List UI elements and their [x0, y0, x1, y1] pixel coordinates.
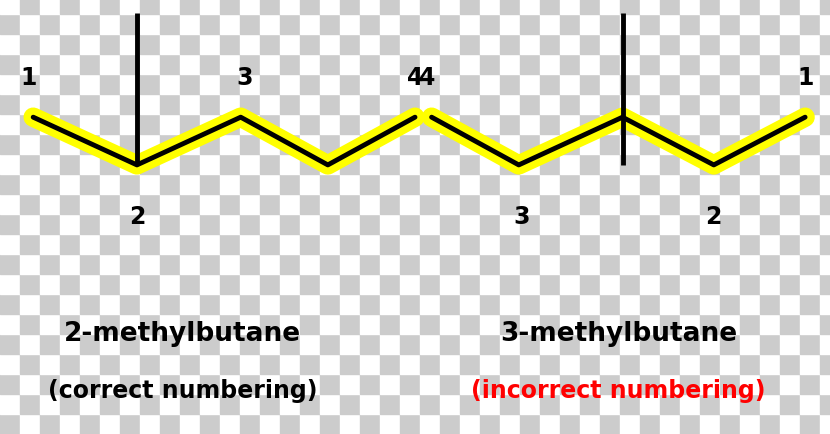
Text: 4: 4: [407, 66, 423, 90]
Text: (correct numbering): (correct numbering): [48, 378, 317, 403]
Text: 3-methylbutane: 3-methylbutane: [500, 321, 737, 347]
Text: 3: 3: [237, 66, 253, 90]
Text: 2: 2: [129, 205, 145, 229]
Text: (incorrect numbering): (incorrect numbering): [471, 378, 765, 403]
Text: 3: 3: [513, 205, 530, 229]
Text: 4: 4: [419, 66, 436, 90]
Text: 2-methylbutane: 2-methylbutane: [64, 321, 301, 347]
Text: 2: 2: [706, 205, 722, 229]
Text: 1: 1: [21, 66, 37, 90]
Text: 1: 1: [797, 66, 813, 90]
